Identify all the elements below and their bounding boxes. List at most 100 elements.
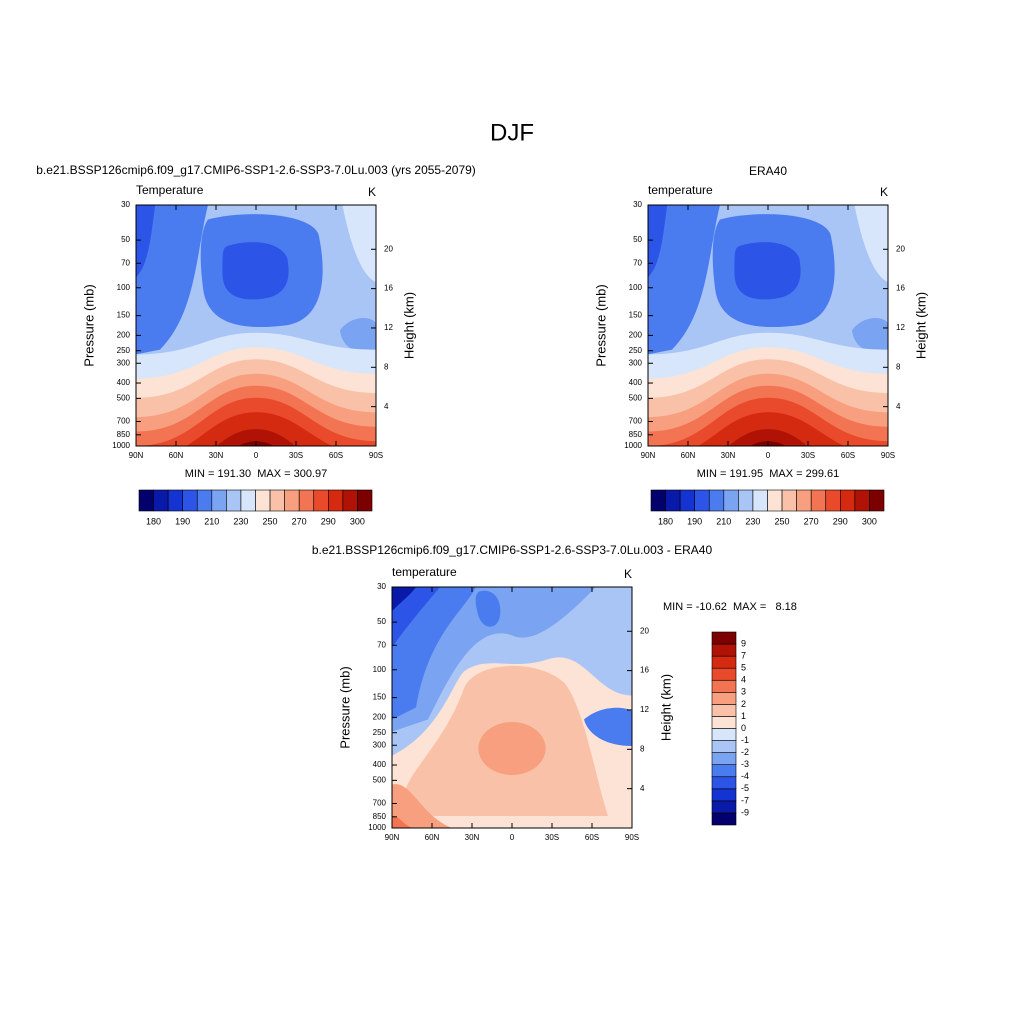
colorbar-box — [357, 489, 373, 512]
colorbar-label: 270 — [804, 516, 819, 526]
y-tick-label: 1000 — [624, 441, 642, 450]
colorbar-label: -4 — [741, 771, 749, 781]
contour-fill — [648, 205, 668, 278]
colorbar-box — [711, 764, 737, 778]
colorbar-label: 290 — [833, 516, 848, 526]
colorbar-box — [711, 667, 737, 681]
y-tick-label: 400 — [373, 760, 387, 769]
x-tick-label: 60S — [329, 451, 343, 460]
colorbar-box — [711, 800, 737, 814]
left-title: Temperature — [136, 183, 204, 197]
colorbar-box — [182, 489, 198, 512]
y-tick-label: 700 — [629, 417, 643, 426]
contour-fill — [475, 590, 501, 627]
colorbar-box — [711, 655, 737, 669]
x-tick-label: 30S — [801, 451, 815, 460]
y2-tick-label: 20 — [896, 244, 905, 253]
colorbar-box — [650, 489, 666, 512]
x-tick-label: 90S — [369, 451, 383, 460]
x-tick-label: 30S — [545, 833, 559, 842]
x-tick-label: 60N — [169, 451, 184, 460]
y-tick-label: 50 — [377, 617, 386, 626]
colorbar-box — [723, 489, 739, 512]
colorbar-box — [255, 489, 271, 512]
panel-title: ERA40 — [749, 164, 787, 178]
colorbar-box — [711, 631, 737, 645]
colorbar-box — [711, 679, 737, 693]
colorbar-label: -9 — [741, 807, 749, 817]
y-tick-label: 1000 — [368, 823, 386, 832]
colorbar-label: 250 — [263, 516, 278, 526]
colorbar-label: 230 — [233, 516, 248, 526]
colorbar-box — [711, 752, 737, 765]
contour-fill — [136, 205, 156, 278]
colorbar-label: 300 — [350, 516, 365, 526]
colorbar-box — [694, 489, 710, 512]
colorbar-label: 210 — [716, 516, 731, 526]
contour-fill — [729, 429, 807, 446]
contour-field — [392, 587, 632, 828]
colorbar-label: 180 — [658, 516, 673, 526]
colorbar-box — [226, 489, 242, 512]
colorbar-label: 7 — [741, 651, 746, 661]
panel-title: b.e21.BSSP126cmip6.f09_g17.CMIP6-SSP1-2.… — [36, 163, 476, 177]
colorbar-box — [240, 489, 256, 512]
colorbar-box — [665, 489, 681, 512]
colorbar-label: 300 — [862, 516, 877, 526]
y-tick-label: 300 — [117, 358, 131, 367]
y-tick-label: 250 — [373, 728, 387, 737]
colorbar-box — [138, 489, 154, 512]
y-tick-label: 850 — [117, 430, 131, 439]
colorbar-label: 290 — [321, 516, 336, 526]
right-title: K — [624, 567, 632, 581]
colorbar-label: 250 — [775, 516, 790, 526]
y-tick-label: 500 — [629, 393, 643, 402]
y-tick-label: 150 — [629, 311, 643, 320]
y-axis-label: Pressure (mb) — [593, 284, 608, 366]
contour-fill — [854, 205, 888, 283]
left-title: temperature — [392, 565, 457, 579]
colorbar-label: 9 — [741, 638, 746, 648]
colorbar-box — [679, 489, 695, 512]
colorbar-box — [711, 643, 737, 657]
colorbar-box — [167, 489, 183, 512]
colorbar-label: 5 — [741, 663, 746, 673]
y-axis-label: Pressure (mb) — [81, 284, 96, 366]
y2-tick-label: 20 — [640, 626, 649, 635]
x-tick-label: 90S — [625, 833, 639, 842]
stats: MIN = 191.95 MAX = 299.61 — [697, 468, 839, 480]
y-tick-label: 200 — [629, 330, 643, 339]
y2-tick-label: 4 — [384, 402, 389, 411]
y-tick-label: 30 — [121, 200, 130, 209]
colorbar-box — [711, 716, 737, 729]
colorbar-box — [269, 489, 285, 512]
y-tick-label: 200 — [373, 712, 387, 721]
colorbar-box — [284, 489, 300, 512]
left-title: temperature — [648, 183, 713, 197]
colorbar-label: 190 — [687, 516, 702, 526]
y-tick-label: 300 — [629, 358, 643, 367]
colorbar-box — [711, 728, 737, 741]
x-tick-label: 0 — [510, 833, 515, 842]
x-tick-label: 90N — [641, 451, 656, 460]
stats: MIN = -10.62 MAX = 8.18 — [663, 601, 797, 613]
right-title: K — [368, 185, 376, 199]
colorbar-label: 0 — [741, 723, 746, 733]
contour-fill — [478, 721, 546, 775]
contour-field — [136, 205, 376, 446]
y2-tick-label: 20 — [384, 244, 393, 253]
y-tick-label: 100 — [629, 283, 643, 292]
contour-fill — [392, 587, 416, 612]
contour-fill — [186, 412, 333, 446]
y2-tick-label: 12 — [640, 705, 649, 714]
y-tick-label: 850 — [373, 812, 387, 821]
contour-layers — [392, 587, 632, 828]
colorbar-label: -2 — [741, 747, 749, 757]
colorbar-label: 270 — [292, 516, 307, 526]
y-axis-label: Pressure (mb) — [337, 666, 352, 748]
colorbar-box — [711, 740, 737, 753]
y-tick-label: 50 — [633, 235, 642, 244]
colorbar-box — [825, 489, 841, 512]
